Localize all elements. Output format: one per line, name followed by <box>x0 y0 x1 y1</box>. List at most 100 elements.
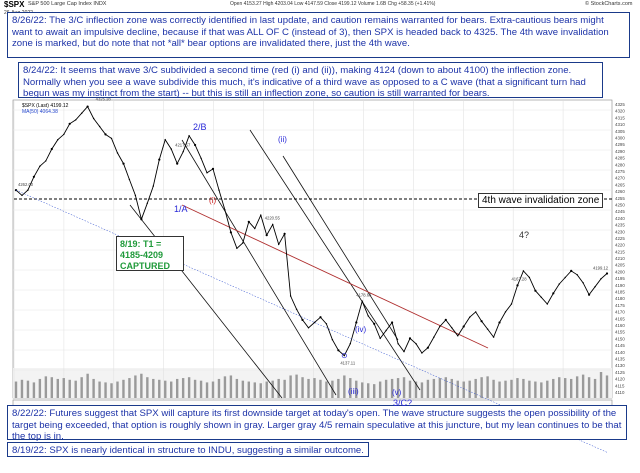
price-point <box>211 167 215 170</box>
price-point <box>552 292 555 295</box>
price-point <box>98 125 101 128</box>
volume-panel-bg <box>13 368 612 398</box>
price-point <box>206 172 208 174</box>
price-point <box>361 300 363 302</box>
y-tick-label: 4155 <box>615 330 625 335</box>
price-point <box>421 352 423 354</box>
price-panel <box>12 99 613 399</box>
y-tick-label: 4255 <box>615 196 625 201</box>
volume-bar <box>295 374 298 398</box>
price-point <box>588 293 591 296</box>
price-point <box>229 231 232 234</box>
price-point <box>134 194 137 197</box>
y-tick-label: 4215 <box>615 249 625 254</box>
price-point <box>576 274 578 276</box>
volume-bar <box>205 382 209 398</box>
y-tick-label: 4175 <box>615 303 625 308</box>
price-point <box>63 133 65 136</box>
volume-bar <box>92 378 95 398</box>
volume-bar <box>540 382 543 398</box>
volume-bar <box>480 377 483 398</box>
volume-bar <box>474 378 477 398</box>
volume-bar <box>432 378 436 398</box>
volume-bar <box>170 381 173 398</box>
price-point <box>289 295 292 297</box>
y-tick-label: 4185 <box>615 290 625 295</box>
price-point <box>236 247 238 249</box>
volume-bar <box>444 377 448 398</box>
volume-bar <box>587 377 591 398</box>
price-point <box>528 276 531 279</box>
y-tick-label: 4315 <box>615 115 625 120</box>
price-callout: 4137.11 <box>340 361 355 366</box>
volume-bar <box>110 383 113 398</box>
price-point <box>188 135 190 137</box>
volume-bar <box>134 375 137 398</box>
price-point <box>355 321 358 324</box>
price-point <box>128 178 131 181</box>
volume-bar <box>396 378 400 398</box>
volume-bar <box>181 378 185 398</box>
volume-bar <box>420 382 424 398</box>
volume-bar <box>271 380 274 398</box>
price-panel-frame <box>12 99 613 399</box>
price-callout: 4178.68 <box>356 292 372 297</box>
y-tick-label: 4150 <box>615 336 625 341</box>
price-point <box>170 148 172 150</box>
price-point <box>301 318 304 321</box>
price-point <box>104 133 107 136</box>
price-point <box>200 157 202 159</box>
y-tick-label: 4125 <box>615 370 625 375</box>
price-point <box>570 269 573 272</box>
price-callout: 4262.00 <box>18 182 34 187</box>
y-tick-label: 4250 <box>615 202 625 207</box>
y-tick-label: 4265 <box>615 182 625 187</box>
price-point <box>307 327 310 329</box>
volume-bar <box>313 378 316 398</box>
volume-bar <box>158 379 161 398</box>
price-point <box>397 343 399 345</box>
price-point <box>480 320 483 323</box>
price-point <box>254 227 256 230</box>
volume-bar <box>289 375 292 398</box>
price-point <box>325 323 328 325</box>
price-point <box>319 316 322 319</box>
y-tick-label: 4110 <box>615 390 625 395</box>
volume-bar <box>146 377 149 398</box>
y-tick-label: 4235 <box>615 223 625 228</box>
volume-bar <box>390 378 394 398</box>
price-point <box>564 276 566 279</box>
y-tick-label: 4165 <box>615 316 625 321</box>
volume-bars <box>14 372 609 398</box>
volume-bar <box>277 378 280 398</box>
volume-bar <box>569 378 573 398</box>
volume-bar <box>223 376 227 398</box>
volume-bar <box>319 379 322 398</box>
y-tick-label: 4120 <box>615 377 625 382</box>
y-tick-label: 4145 <box>615 343 625 348</box>
y-tick-label: 4220 <box>615 243 625 248</box>
y-tick-label: 4200 <box>615 269 625 274</box>
y-tick-label: 4325 <box>615 102 625 107</box>
price-point <box>498 321 501 324</box>
price-point <box>510 303 513 305</box>
price-legend: $SPX (Last) 4199.12 <box>22 103 69 109</box>
ma-legend: MA(50) 4064.38 <box>22 109 58 115</box>
price-point <box>367 315 369 317</box>
y-tick-label: 4310 <box>615 122 625 127</box>
volume-bar <box>62 378 65 398</box>
annotation-8-24: 8/24/22: It seems that wave 3/C subdivid… <box>18 62 603 99</box>
volume-bar <box>361 382 364 398</box>
y-tick-label: 4245 <box>615 209 625 214</box>
volume-bar <box>265 381 268 398</box>
price-callout: 4220.55 <box>265 215 281 220</box>
volume-bar <box>426 379 430 398</box>
volume-bar <box>558 377 561 398</box>
volume-bar <box>593 378 597 398</box>
price-point <box>403 350 405 353</box>
volume-bar <box>140 373 143 398</box>
volume-bar <box>367 383 370 398</box>
wave-label-i-red: (i) <box>209 196 217 205</box>
y-tick-label: 4305 <box>615 129 625 134</box>
price-point <box>457 335 459 337</box>
